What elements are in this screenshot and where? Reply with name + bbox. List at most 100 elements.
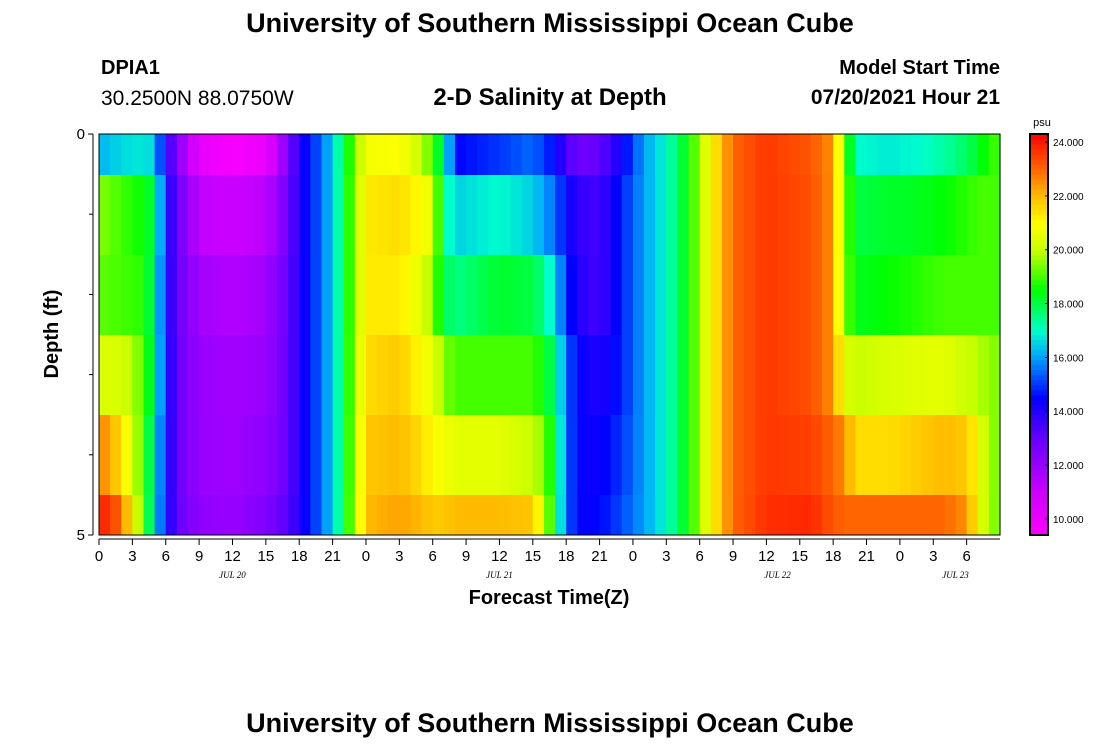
heatmap-cell xyxy=(365,134,378,175)
heatmap-cell xyxy=(688,255,701,335)
heatmap-cell xyxy=(866,134,879,175)
heatmap-cell xyxy=(877,495,890,535)
heatmap-cell xyxy=(766,134,779,175)
heatmap-cell xyxy=(477,335,489,415)
colorbar-segment xyxy=(1030,364,1048,371)
heatmap-cell xyxy=(243,175,256,255)
heatmap-cell xyxy=(666,175,679,255)
heatmap-cell xyxy=(399,175,412,255)
heatmap-cell xyxy=(399,335,412,415)
heatmap-cell xyxy=(955,335,968,415)
heatmap-cell xyxy=(822,134,834,175)
heatmap-cell xyxy=(721,335,734,415)
x-tick-label: 6 xyxy=(962,548,970,565)
y-axis-label: Depth (ft) xyxy=(41,290,63,379)
colorbar-segment xyxy=(1030,504,1048,511)
heatmap-cell xyxy=(210,335,222,415)
x-tick-label: 9 xyxy=(729,548,737,565)
heatmap-cell xyxy=(365,335,378,415)
heatmap-cell xyxy=(766,335,779,415)
heatmap-cell xyxy=(632,255,645,335)
heatmap-cell xyxy=(710,175,723,255)
heatmap-cell xyxy=(688,134,701,175)
heatmap-cell xyxy=(677,255,690,335)
heatmap-cell xyxy=(377,255,389,335)
heatmap-cell xyxy=(466,175,478,255)
heatmap-cell xyxy=(343,134,356,175)
x-tick-label: 3 xyxy=(395,548,403,565)
heatmap-cell xyxy=(332,255,345,335)
heatmap-cell xyxy=(288,134,300,175)
heatmap-cell xyxy=(688,415,701,495)
heatmap-cell xyxy=(588,134,601,175)
heatmap-cell xyxy=(132,415,145,495)
colorbar-segment xyxy=(1030,169,1048,175)
heatmap-cell xyxy=(265,134,278,175)
heatmap-cell xyxy=(199,495,211,535)
heatmap-cell xyxy=(755,495,767,535)
heatmap-cell xyxy=(944,175,957,255)
colorbar-segment xyxy=(1030,509,1048,516)
heatmap-cell xyxy=(288,255,300,335)
heatmap-cell xyxy=(855,134,868,175)
heatmap-cell xyxy=(555,495,567,535)
heatmap-cell xyxy=(988,134,1001,175)
heatmap-cell xyxy=(877,415,890,495)
colorbar-segment xyxy=(1030,319,1048,326)
heatmap-cell xyxy=(710,134,723,175)
heatmap-cell xyxy=(454,134,467,175)
colorbar-segment xyxy=(1030,194,1048,200)
heatmap-cell xyxy=(944,255,957,335)
heatmap-cell xyxy=(210,175,222,255)
heatmap-cell xyxy=(911,495,923,535)
heatmap-cell xyxy=(510,175,523,255)
x-tick-label: 3 xyxy=(662,548,670,565)
heatmap-cell xyxy=(877,255,890,335)
heatmap-cell xyxy=(165,335,178,415)
heatmap-cell xyxy=(688,175,701,255)
colorbar-segment xyxy=(1030,164,1048,170)
heatmap-cell xyxy=(988,335,1001,415)
heatmap-cell xyxy=(466,415,478,495)
heatmap-cell xyxy=(499,134,512,175)
heatmap-cell xyxy=(276,415,289,495)
heatmap-cell xyxy=(777,415,790,495)
heatmap-cell xyxy=(232,255,245,335)
heatmap-cell xyxy=(110,495,122,535)
colorbar-segment xyxy=(1030,204,1048,210)
heatmap-cell xyxy=(888,175,901,255)
heatmap-cell xyxy=(721,495,734,535)
colorbar-tick-label: 20.000 xyxy=(1053,246,1084,257)
heatmap-cell xyxy=(254,495,267,535)
heatmap-cell xyxy=(499,175,512,255)
heatmap-cell xyxy=(276,255,289,335)
heatmap-cell xyxy=(321,335,334,415)
colorbar-segment xyxy=(1030,209,1048,215)
heatmap-cell xyxy=(243,415,256,495)
heatmap-cell xyxy=(810,335,823,415)
x-tick-label: 18 xyxy=(825,548,842,565)
heatmap-cell xyxy=(310,175,323,255)
heatmap-cell xyxy=(833,335,845,415)
heatmap-cell xyxy=(899,175,912,255)
heatmap-cell xyxy=(187,335,200,415)
heatmap-cell xyxy=(121,175,133,255)
y-tick-label: 0 xyxy=(77,126,85,143)
heatmap-cell xyxy=(99,415,111,495)
heatmap-cell xyxy=(143,335,156,415)
heatmap-cell xyxy=(310,335,323,415)
heatmap-cell xyxy=(966,175,979,255)
colorbar-segment xyxy=(1030,199,1048,205)
heatmap-cell xyxy=(988,175,1001,255)
heatmap-cell xyxy=(632,415,645,495)
heatmap-cell xyxy=(165,415,178,495)
heatmap-cell xyxy=(833,495,845,535)
footer-title: University of Southern Mississippi Ocean… xyxy=(246,708,854,738)
heatmap-cell xyxy=(488,335,501,415)
colorbar-segment xyxy=(1030,149,1048,155)
heatmap-cell xyxy=(276,335,289,415)
heatmap-cell xyxy=(221,134,234,175)
heatmap-cell xyxy=(599,415,612,495)
heatmap-cell xyxy=(399,134,412,175)
heatmap-cell xyxy=(343,415,356,495)
